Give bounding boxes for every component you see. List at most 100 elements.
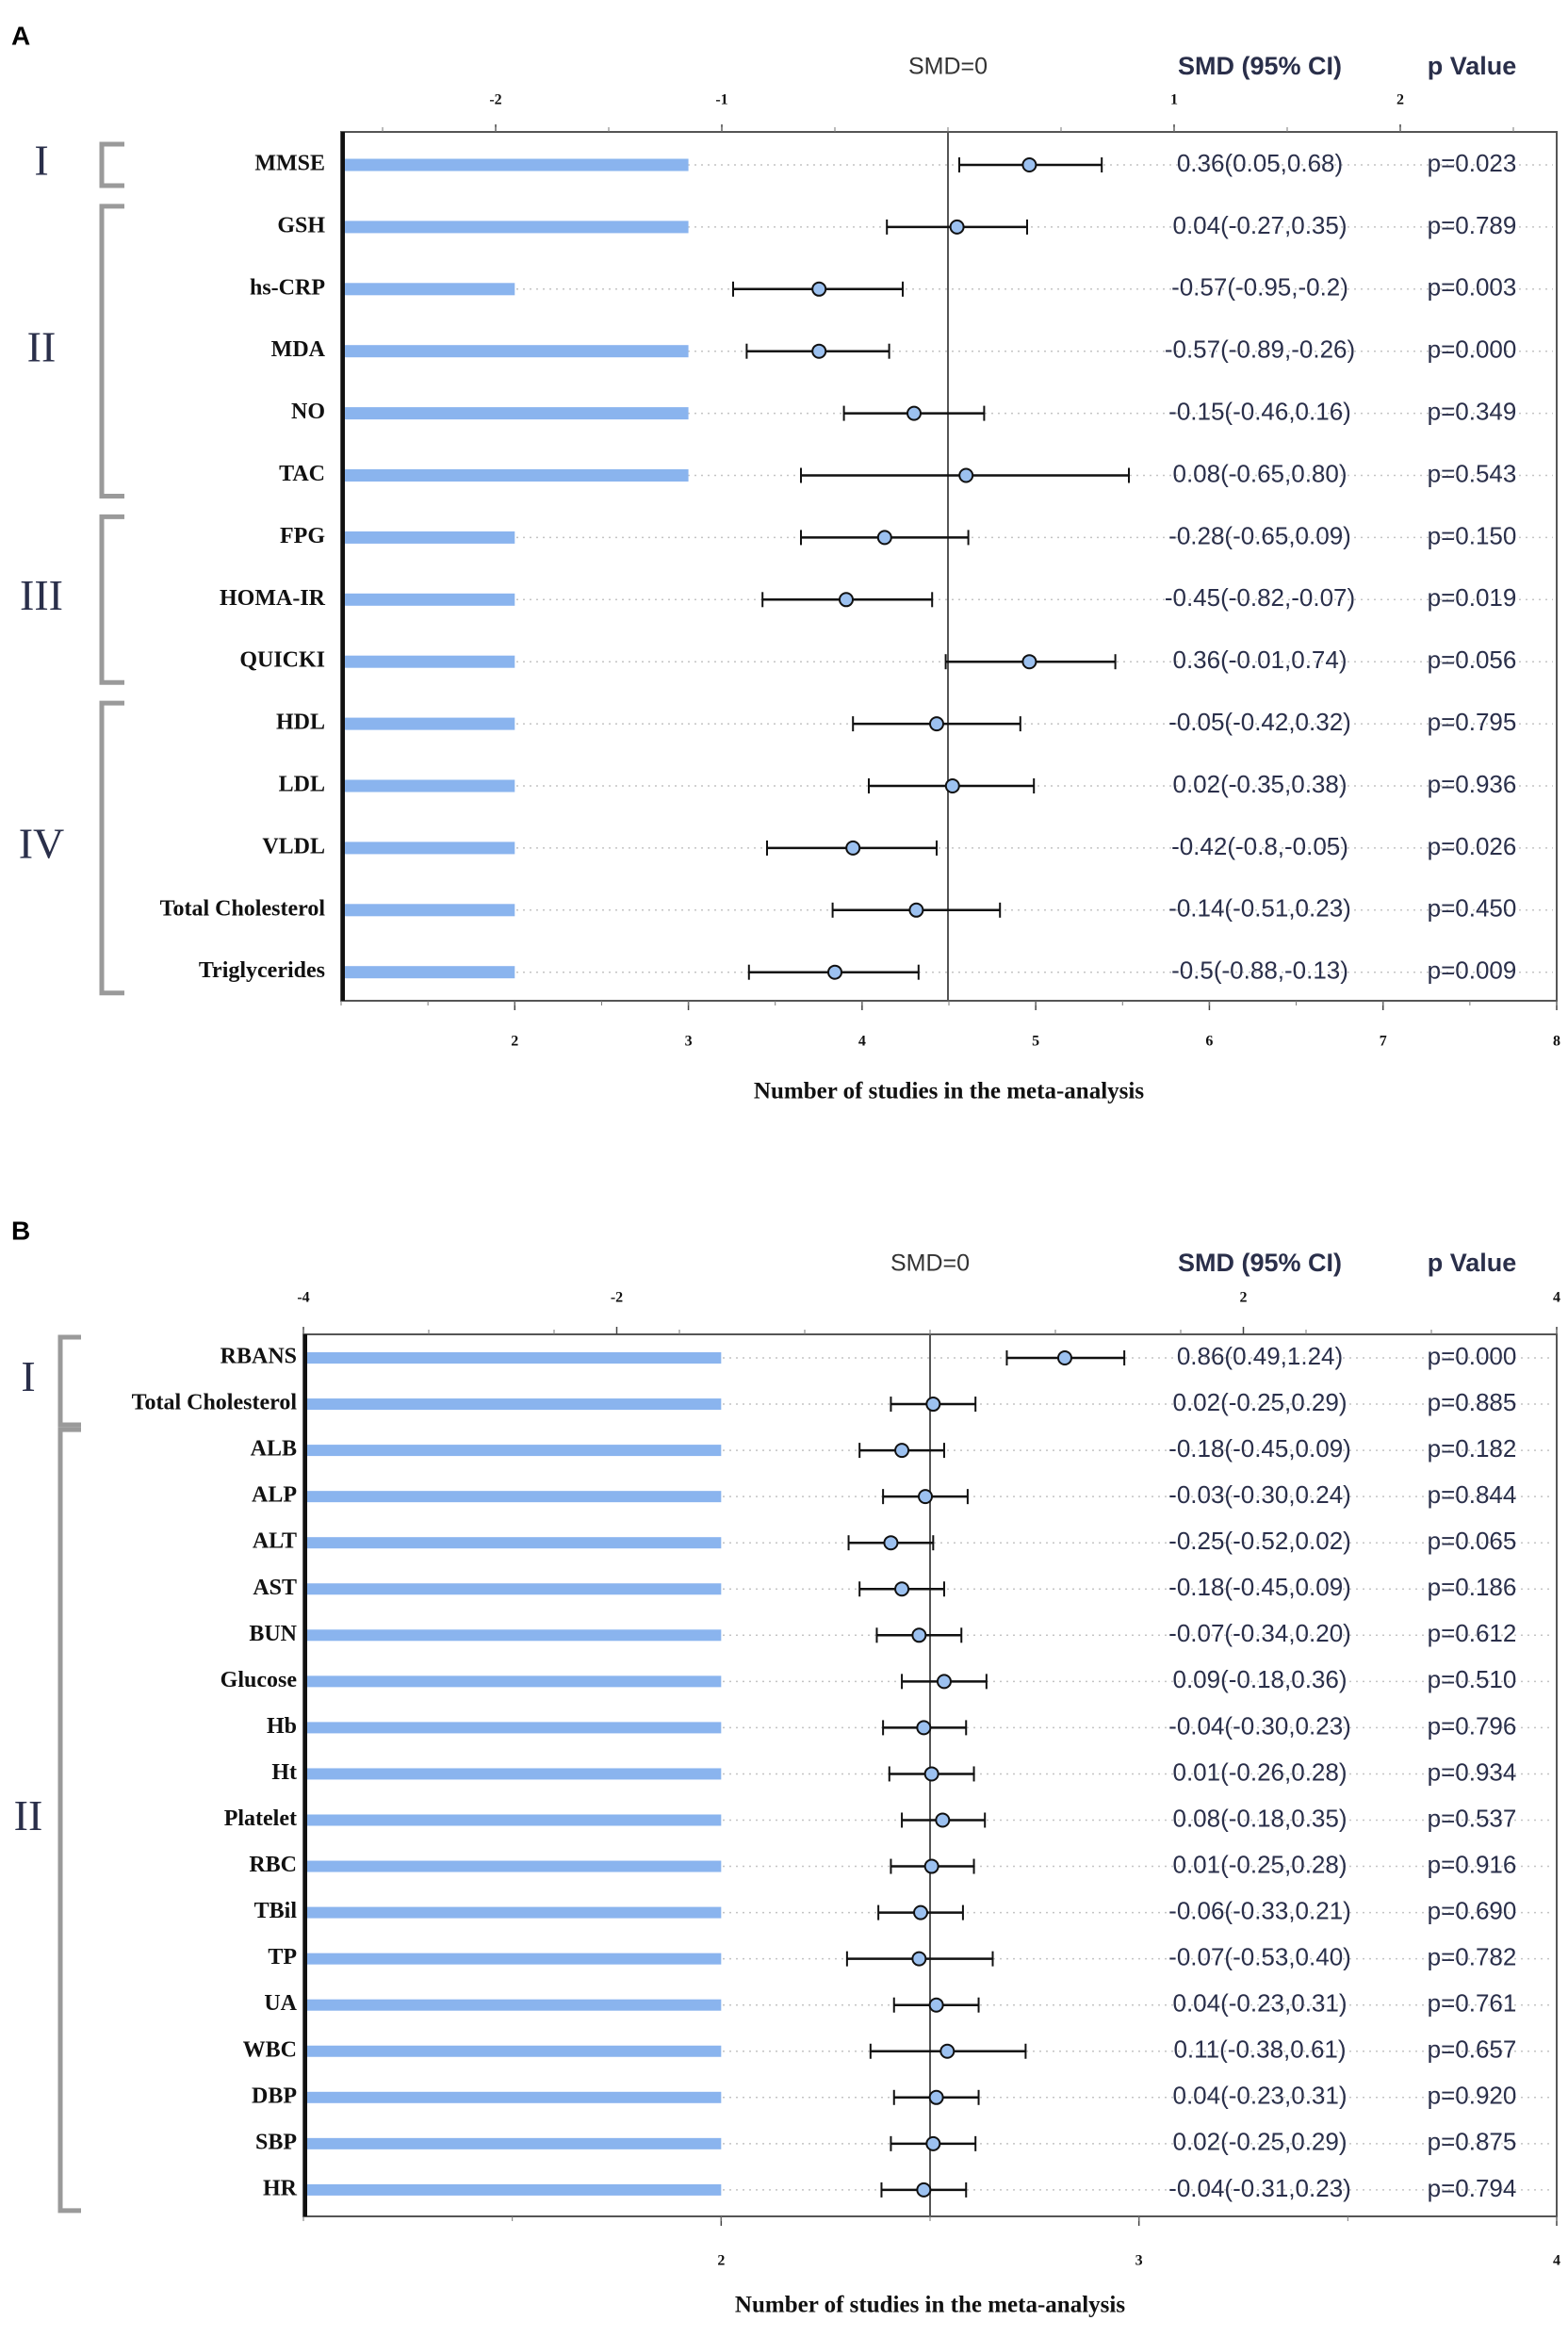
smd-point (923, 1858, 939, 1874)
smd-point (913, 1904, 929, 1920)
smd-point (949, 219, 965, 235)
p-value: p=0.796 (1428, 1711, 1517, 1740)
p-value: p=0.003 (1428, 273, 1517, 302)
study-count-bar (345, 407, 689, 420)
group-bracket (99, 204, 124, 498)
study-count-bar (307, 1675, 722, 1688)
category-label: Triglycerides (199, 958, 325, 983)
category-label: ALB (251, 1437, 297, 1462)
group-label: I (21, 1352, 35, 1400)
ci-value: -0.04(-0.31,0.23) (1168, 2174, 1351, 2202)
bar-axis-tick-label: 3 (1135, 2253, 1143, 2269)
ci-value: -0.45(-0.82,-0.07) (1165, 583, 1355, 612)
ci-value: 0.08(-0.18,0.35) (1172, 1804, 1347, 1832)
group-label: II (27, 322, 57, 370)
p-value: p=0.450 (1428, 894, 1517, 923)
study-count-bar (345, 966, 515, 979)
ci-value: 0.36(0.05,0.68) (1177, 149, 1343, 177)
ci-value: -0.07(-0.34,0.20) (1168, 1619, 1351, 1647)
smd-point (839, 592, 854, 608)
category-label: RBC (249, 1853, 297, 1877)
study-count-bar (345, 593, 515, 606)
smd-point (911, 1627, 927, 1643)
smd-zero-label: SMD=0 (890, 1250, 970, 1277)
ci-value: 0.36(-0.01,0.74) (1172, 646, 1347, 674)
bar-axis-tick-label: 7 (1380, 1034, 1387, 1050)
category-label: Glucose (220, 1668, 298, 1692)
smd-point (925, 2135, 941, 2151)
study-count-bar (307, 1953, 722, 1965)
bar-axis-tick-label: 2 (511, 1034, 518, 1050)
ci-value: 0.08(-0.65,0.80) (1172, 459, 1347, 487)
smd-point (916, 2182, 932, 2198)
smd-point (939, 2043, 956, 2059)
p-value: p=0.023 (1428, 149, 1517, 177)
p-value: p=0.543 (1428, 459, 1517, 487)
study-count-bar (345, 345, 689, 358)
p-value: p=0.916 (1428, 1850, 1517, 1878)
ci-value: 0.04(-0.27,0.35) (1172, 211, 1347, 239)
bar-axis-tick-label: 8 (1553, 1034, 1560, 1050)
ci-value: 0.09(-0.18,0.36) (1172, 1665, 1347, 1693)
category-label: WBC (243, 2037, 297, 2062)
p-value: p=0.000 (1428, 335, 1517, 364)
p-value: p=0.000 (1428, 1342, 1517, 1370)
p-value: p=0.182 (1428, 1434, 1517, 1463)
ci-value: -0.18(-0.45,0.09) (1168, 1573, 1351, 1601)
study-count-bar (345, 531, 515, 544)
category-label: LDL (279, 773, 325, 797)
study-count-bar (307, 2137, 722, 2149)
study-count-bar (307, 1352, 722, 1364)
smd-point (923, 1766, 939, 1782)
category-label: MDA (271, 337, 326, 362)
ci-value: -0.42(-0.8,-0.05) (1171, 832, 1348, 860)
study-count-bar (307, 1491, 722, 1503)
p-value: p=0.795 (1428, 708, 1517, 736)
p-value: p=0.349 (1428, 397, 1517, 425)
panel-label: B (11, 1216, 30, 1245)
group-label: I (34, 137, 48, 185)
p-value: p=0.657 (1428, 2035, 1517, 2064)
category-label: TBil (254, 1899, 298, 1923)
study-count-bar (345, 779, 515, 793)
smd-point (918, 1489, 934, 1505)
p-value: p=0.026 (1428, 832, 1517, 860)
smd-tick-label: -1 (715, 92, 727, 108)
ci-value: -0.06(-0.33,0.21) (1168, 1896, 1351, 1924)
category-label: Hb (267, 1714, 297, 1739)
group-bracket (99, 514, 124, 685)
category-label: SBP (255, 2130, 297, 2154)
study-count-bar (345, 842, 515, 855)
ci-value: 0.01(-0.26,0.28) (1172, 1757, 1347, 1786)
ci-value: -0.18(-0.45,0.09) (1168, 1434, 1351, 1463)
group-label: II (14, 1791, 43, 1839)
ci-value: 0.04(-0.23,0.31) (1172, 2082, 1347, 2110)
ci-value: -0.04(-0.30,0.23) (1168, 1711, 1351, 1740)
ci-value: 0.11(-0.38,0.61) (1173, 2035, 1346, 2064)
p-value: p=0.934 (1428, 1757, 1517, 1786)
ci-value: -0.05(-0.42,0.32) (1168, 708, 1351, 736)
category-label: hs-CRP (250, 275, 325, 300)
category-label: VLDL (262, 834, 325, 858)
ci-value: -0.15(-0.46,0.16) (1168, 397, 1351, 425)
study-count-bar (307, 1537, 722, 1549)
smd-point (908, 902, 924, 918)
ci-value: 0.04(-0.23,0.31) (1172, 1989, 1347, 2018)
p-value: p=0.056 (1428, 646, 1517, 674)
category-label: TAC (279, 462, 325, 486)
p-value-header: p Value (1428, 1249, 1517, 1277)
study-count-bar (307, 1999, 722, 2011)
p-value: p=0.936 (1428, 770, 1517, 798)
study-count-bar (307, 1583, 722, 1595)
smd-point (929, 716, 944, 732)
p-value: p=0.761 (1428, 1989, 1517, 2018)
smd-point (928, 2089, 944, 2105)
panel-a: A SMD=0 SMD (95% CI) p Value -2 -1 1 2 2 3 4 5 6 7 8 Nu… (11, 21, 1560, 1103)
category-label: FPG (280, 524, 325, 548)
ci-value: 0.01(-0.25,0.28) (1172, 1850, 1347, 1878)
ci-value: -0.25(-0.52,0.02) (1168, 1527, 1351, 1555)
group-bracket (57, 1427, 81, 2214)
category-label: DBP (252, 2084, 297, 2108)
smd-point (811, 343, 827, 359)
p-value: p=0.009 (1428, 956, 1517, 985)
